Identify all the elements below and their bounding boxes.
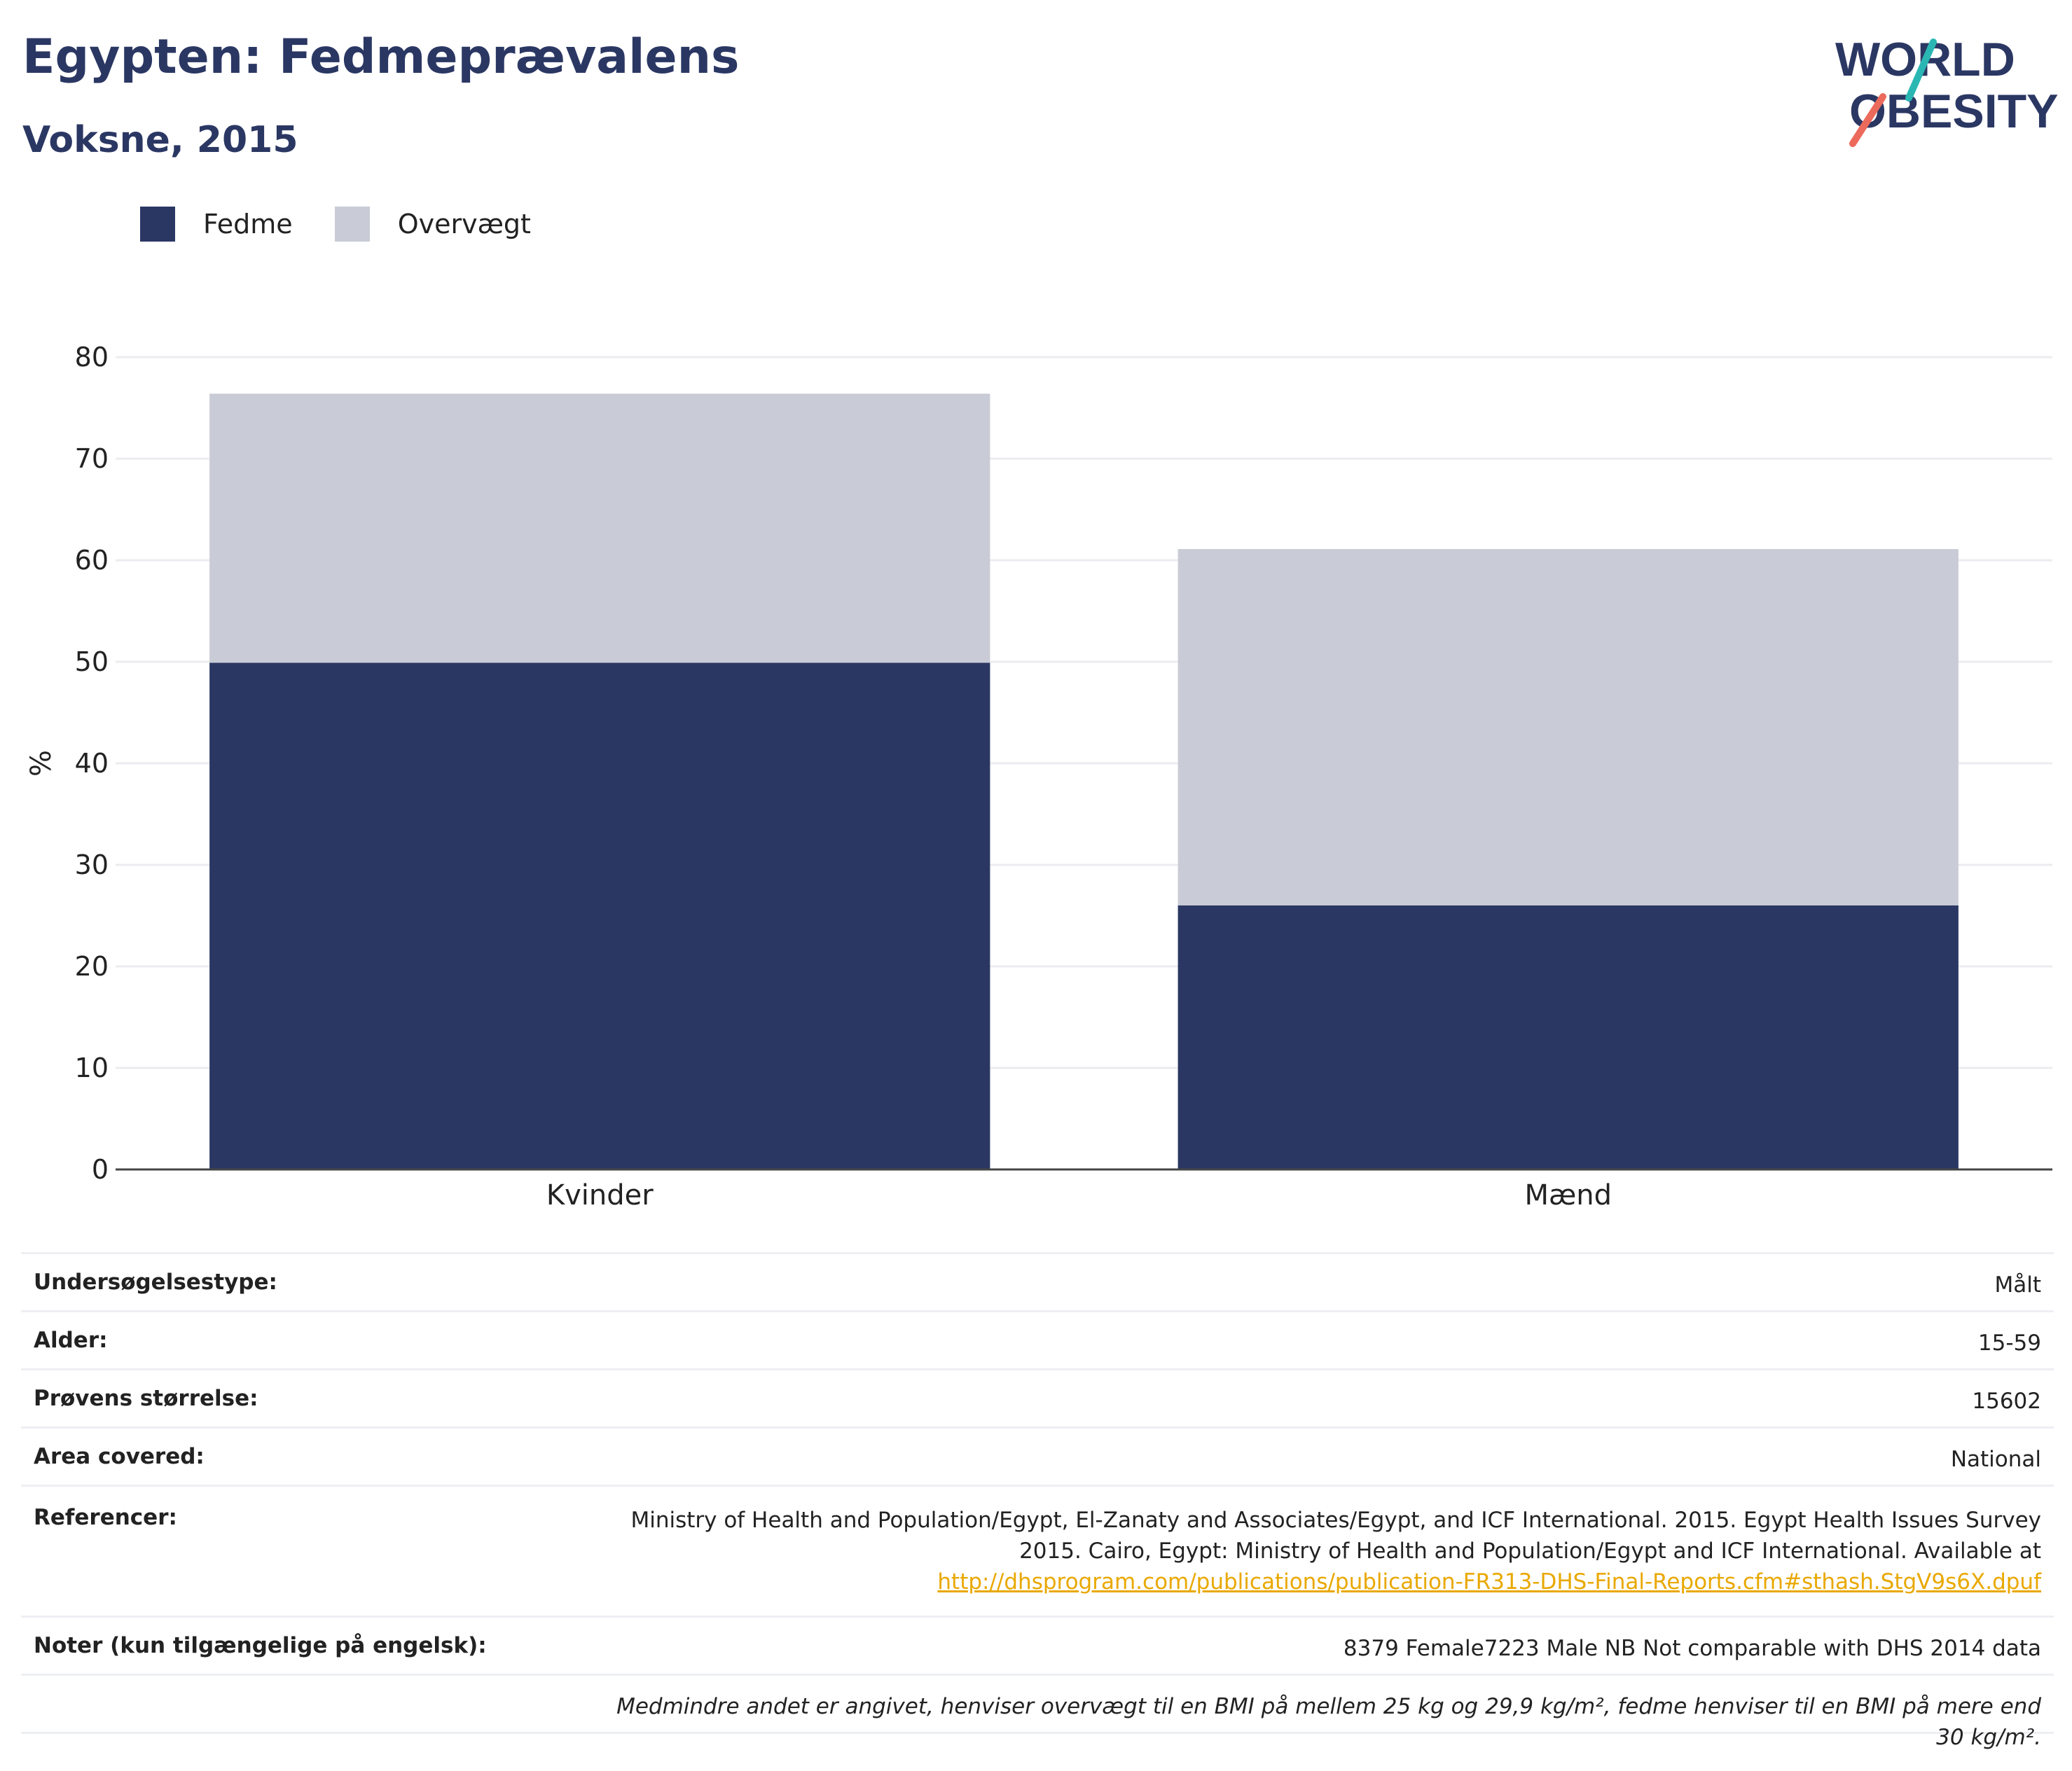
x-tick-label: Kvinder <box>546 1179 654 1211</box>
footnote-row: Medmindre andet er angivet, henviser ove… <box>21 1674 2054 1750</box>
legend-label-overweight: Overvægt <box>397 209 531 239</box>
info-label: Area covered: <box>34 1444 205 1469</box>
reference-text: Ministry of Health and Population/Egypt,… <box>630 1508 2041 1564</box>
chart-subtitle: Voksne, 2015 <box>22 119 298 161</box>
y-tick-label: 60 <box>75 545 109 576</box>
bar-obesity <box>209 662 990 1169</box>
y-tick-label: 30 <box>75 849 109 880</box>
info-row-age: Alder: 15-59 <box>21 1310 2054 1368</box>
reference-link[interactable]: http://dhsprogram.com/publications/publi… <box>937 1569 2041 1595</box>
bar-chart: 0 10 20 30 40 50 60 70 80% Kvinder Mænd <box>25 342 2052 1211</box>
legend-swatch-obesity <box>140 207 175 242</box>
legend-item-overweight[interactable]: Overvægt <box>334 207 531 242</box>
logo-text-obesity: OBESITY <box>1849 85 2059 138</box>
legend-item-obesity[interactable]: Fedme <box>140 207 293 242</box>
info-row-sample-size: Prøvens størrelse: 15602 <box>21 1368 2054 1426</box>
info-row-notes: Noter (kun tilgængelige på engelsk): 837… <box>21 1616 2054 1674</box>
y-tick-label: 40 <box>75 748 109 779</box>
world-obesity-logo: WORLD OBESITY <box>1835 33 2059 147</box>
info-label: Prøvens størrelse: <box>34 1386 258 1411</box>
info-label: Noter (kun tilgængelige på engelsk): <box>34 1633 487 1658</box>
legend-label-obesity: Fedme <box>203 209 293 239</box>
y-tick-label: 70 <box>75 443 109 474</box>
y-tick-label: 0 <box>92 1154 109 1185</box>
info-label: Referencer: <box>34 1505 177 1530</box>
bar-overweight <box>209 394 990 663</box>
logo-slash-coral <box>1849 93 1886 147</box>
info-label: Undersøgelsestype: <box>34 1270 277 1295</box>
chart-legend: Fedme Overvægt <box>140 207 573 242</box>
info-value: National <box>1950 1447 2041 1472</box>
y-tick-label: 80 <box>75 342 109 373</box>
chart-title: Egypten: Fedmeprævalens <box>22 29 740 85</box>
bar-overweight <box>1177 549 1959 905</box>
y-axis-title: % <box>25 750 57 777</box>
info-row-references: Referencer: Ministry of Health and Popul… <box>21 1485 2054 1616</box>
info-value: Målt <box>1994 1272 2041 1298</box>
info-label: Alder: <box>34 1328 108 1353</box>
survey-info-table: Undersøgelsestype: Målt Alder: 15-59 Prø… <box>21 1252 2054 1750</box>
info-value: 15602 <box>1972 1389 2041 1414</box>
logo-slash-teal <box>1905 39 1937 102</box>
info-value: 8379 Female7223 Male NB Not comparable w… <box>1343 1636 2041 1661</box>
info-value: Ministry of Health and Population/Egypt,… <box>584 1487 2041 1616</box>
bar-obesity <box>1177 905 1959 1169</box>
info-row-survey-type: Undersøgelsestype: Målt <box>21 1252 2054 1310</box>
info-row-area: Area covered: National <box>21 1426 2054 1485</box>
y-tick-label: 10 <box>75 1053 109 1083</box>
legend-swatch-overweight <box>334 207 370 242</box>
info-value: 15-59 <box>1977 1331 2041 1356</box>
y-tick-label: 50 <box>75 646 109 677</box>
footnote: Medmindre andet er angivet, henviser ove… <box>616 1694 2041 1750</box>
x-tick-label: Mænd <box>1524 1179 1612 1211</box>
y-tick-label: 20 <box>75 951 109 982</box>
